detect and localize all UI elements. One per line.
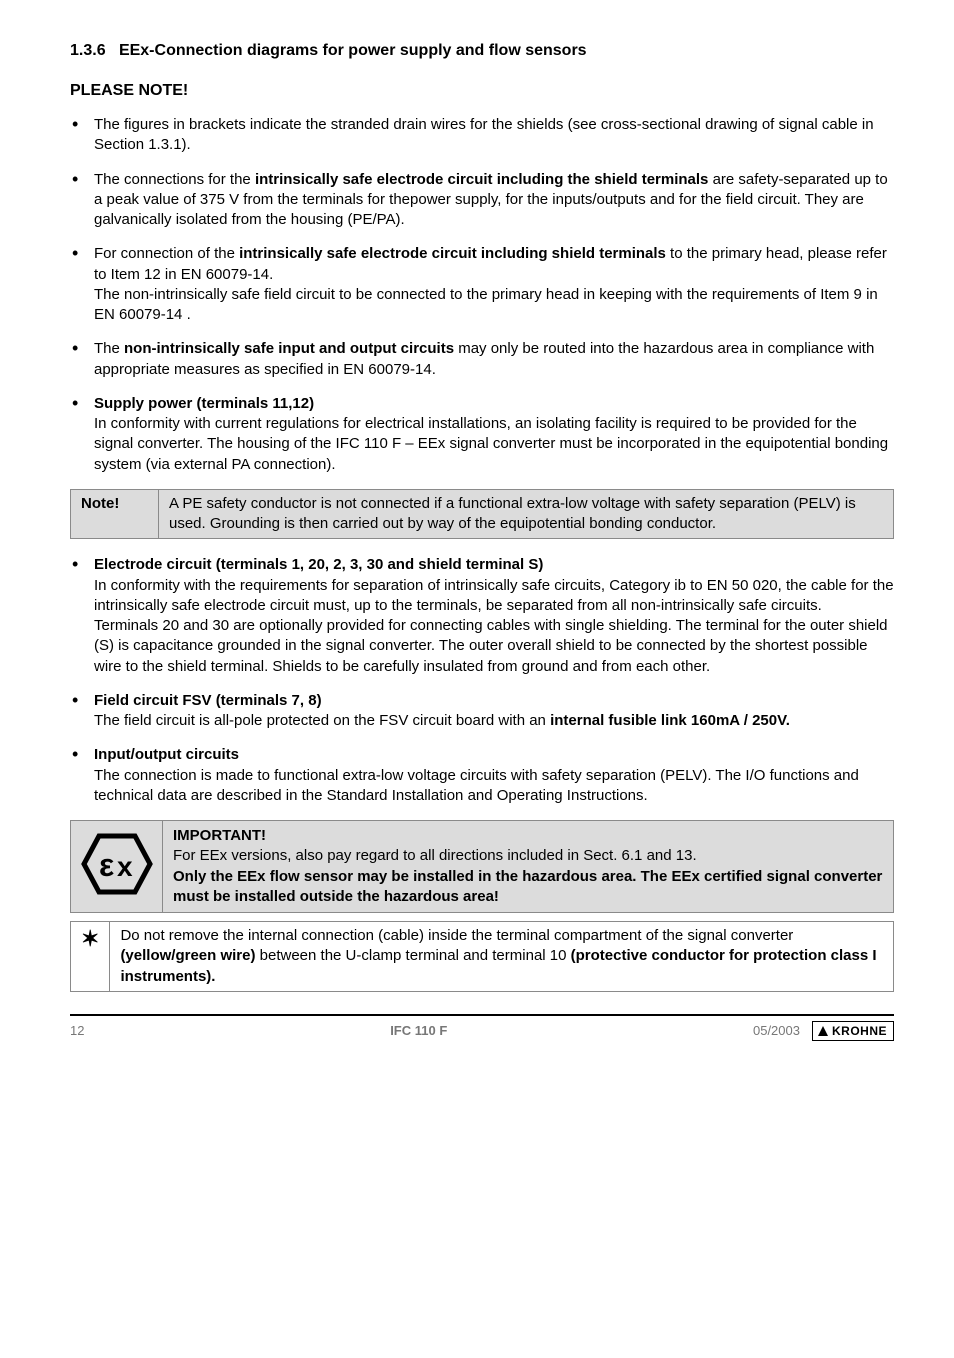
text: Terminals 20 and 30 are optionally provi…	[94, 617, 888, 675]
note-box: Note! A PE safety conductor is not conne…	[70, 489, 894, 540]
text: The field circuit is all-pole protected …	[94, 712, 550, 729]
text: In conformity with the requirements for …	[94, 577, 894, 614]
text: between the U-clamp terminal and termina…	[255, 947, 570, 964]
text: The non-intrinsically safe field circuit…	[94, 286, 878, 323]
ex-icon: ε x	[80, 832, 154, 896]
brand-logo: KROHNE	[812, 1021, 894, 1041]
bold-heading: Supply power (terminals 11,12)	[94, 395, 314, 412]
footer-date: 05/2003	[753, 1022, 800, 1040]
important-heading: IMPORTANT!	[173, 827, 266, 844]
text: The	[94, 340, 124, 357]
page-footer: 12 IFC 110 F 05/2003 KROHNE	[70, 1014, 894, 1041]
text: Do not remove the internal connection (c…	[120, 927, 793, 944]
heading-title: EEx-Connection diagrams for power supply…	[119, 42, 587, 59]
svg-text:x: x	[117, 851, 133, 882]
product-name: IFC 110 F	[390, 1022, 447, 1040]
bold-text: non-intrinsically safe input and output …	[124, 340, 454, 357]
star-icon: ✶	[71, 922, 110, 992]
bold-text: (yellow/green wire)	[120, 947, 255, 964]
bold-heading: Input/output circuits	[94, 746, 239, 763]
important-text-cell: IMPORTANT! For EEx versions, also pay re…	[163, 821, 894, 913]
brand-triangle-icon	[817, 1025, 829, 1037]
page-number: 12	[70, 1022, 84, 1040]
text: The connection is made to functional ext…	[94, 767, 859, 804]
bullet-8: Input/output circuits The connection is …	[70, 745, 894, 806]
heading-number: 1.3.6	[70, 42, 106, 59]
bold-heading: Field circuit FSV (terminals 7, 8)	[94, 692, 322, 709]
bullet-5: Supply power (terminals 11,12) In confor…	[70, 394, 894, 475]
text: The connections for the	[94, 171, 255, 188]
section-heading: 1.3.6 EEx-Connection diagrams for power …	[70, 40, 894, 62]
text: For EEx versions, also pay regard to all…	[173, 847, 697, 864]
bullet-6: Electrode circuit (terminals 1, 20, 2, 3…	[70, 555, 894, 677]
text: In conformity with current regulations f…	[94, 415, 888, 473]
bold-text: internal fusible link 160mA / 250V.	[550, 712, 790, 729]
star-text: Do not remove the internal connection (c…	[110, 922, 894, 992]
svg-text:ε: ε	[99, 847, 114, 883]
bullet-7: Field circuit FSV (terminals 7, 8) The f…	[70, 691, 894, 732]
important-box: ε x IMPORTANT! For EEx versions, also pa…	[70, 820, 894, 913]
brand-text: KROHNE	[832, 1023, 887, 1039]
note-text: A PE safety conductor is not connected i…	[159, 489, 894, 539]
bold-text: Only the EEx flow sensor may be installe…	[173, 868, 882, 905]
note-label: Note!	[71, 489, 159, 539]
bullet-1: The figures in brackets indicate the str…	[70, 115, 894, 156]
please-note-heading: PLEASE NOTE!	[70, 80, 894, 102]
bold-text: intrinsically safe electrode circuit inc…	[255, 171, 708, 188]
bullet-2: The connections for the intrinsically sa…	[70, 170, 894, 231]
ex-icon-cell: ε x	[71, 821, 163, 913]
bullet-4: The non-intrinsically safe input and out…	[70, 339, 894, 380]
bold-text: intrinsically safe electrode circuit inc…	[239, 245, 666, 262]
text: For connection of the	[94, 245, 239, 262]
star-note-box: ✶ Do not remove the internal connection …	[70, 921, 894, 992]
bold-heading: Electrode circuit (terminals 1, 20, 2, 3…	[94, 556, 543, 573]
bullet-3: For connection of the intrinsically safe…	[70, 244, 894, 325]
